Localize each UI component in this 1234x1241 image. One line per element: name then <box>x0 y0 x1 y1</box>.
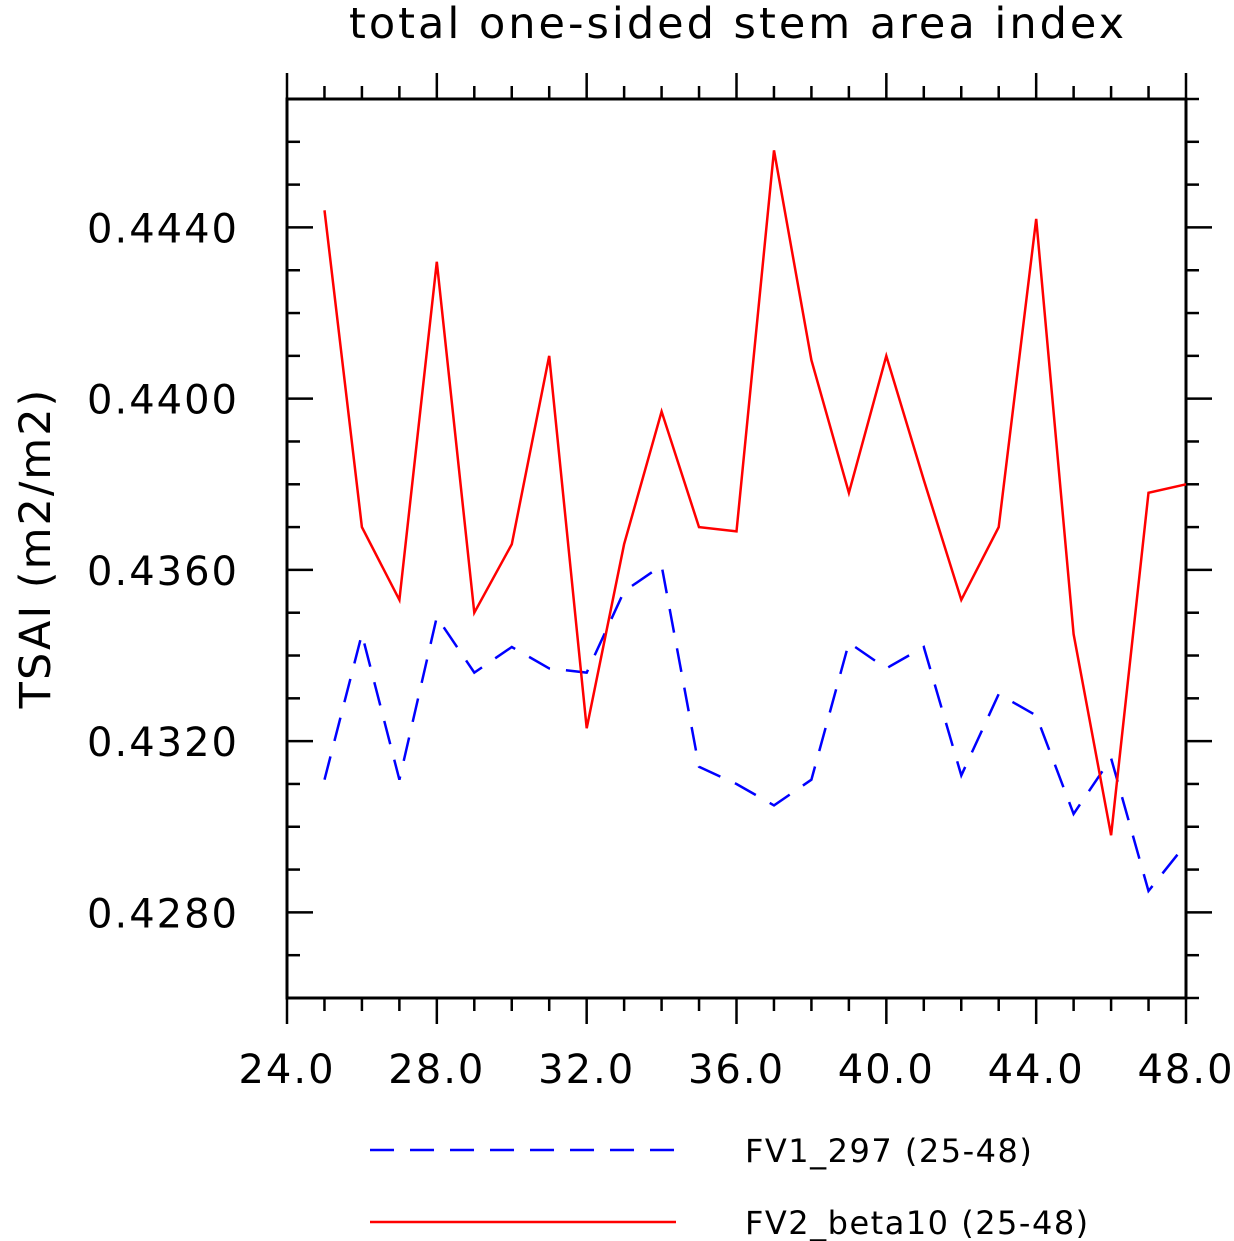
plot-frame <box>285 97 1188 1000</box>
chart-title: total one-sided stem area index <box>349 0 1127 49</box>
legend: FV1_297 (25-48) FV2_beta10 (25-48) <box>370 1132 1090 1241</box>
legend-label-1: FV1_297 (25-48) <box>745 1132 1033 1170</box>
x-axis-ticks: 24.0 28.0 32.0 36.0 40.0 44.0 48.0 <box>238 73 1234 1093</box>
x-tick-label: 32.0 <box>538 1047 635 1093</box>
y-tick-label: 0.4360 <box>87 549 239 595</box>
y-tick-label: 0.4280 <box>87 891 239 937</box>
x-tick-label: 36.0 <box>688 1047 785 1093</box>
legend-label-2: FV2_beta10 (25-48) <box>745 1204 1090 1241</box>
y-tick-label: 0.4400 <box>87 378 239 424</box>
x-tick-label: 28.0 <box>388 1047 485 1093</box>
series-line-2 <box>323 150 1187 836</box>
series-layer <box>323 150 1187 894</box>
y-tick-label: 0.4320 <box>87 720 239 766</box>
y-axis-ticks: 0.4280 0.4320 0.4360 0.4400 0.4440 <box>87 97 1212 1000</box>
y-tick-label: 0.4440 <box>87 206 239 252</box>
x-tick-label: 40.0 <box>838 1047 935 1093</box>
y-axis-label: TSAI (m2/m2) <box>11 388 61 710</box>
series-line-1 <box>323 563 1187 894</box>
x-tick-label: 48.0 <box>1137 1047 1234 1093</box>
x-tick-label: 24.0 <box>238 1047 335 1093</box>
x-tick-label: 44.0 <box>988 1047 1085 1093</box>
